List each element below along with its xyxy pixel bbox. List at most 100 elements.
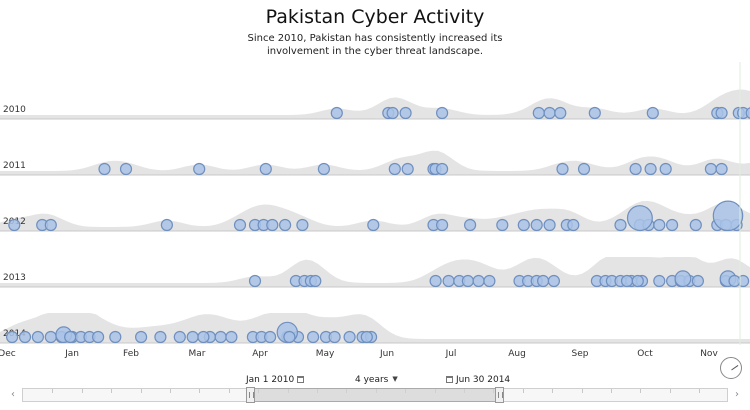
data-point[interactable] (461, 274, 474, 288)
data-point[interactable] (626, 205, 653, 232)
data-point[interactable] (98, 162, 111, 176)
data-point[interactable] (259, 162, 272, 176)
data-point[interactable] (8, 218, 21, 232)
data-point[interactable] (745, 107, 750, 119)
data-point[interactable] (547, 274, 561, 288)
data-point[interactable] (214, 330, 227, 344)
prev-arrow-button[interactable]: ‹ (11, 389, 15, 400)
start-date-picker[interactable]: Jan 1 2010 (246, 375, 305, 385)
data-point[interactable] (119, 162, 133, 176)
data-point[interactable] (386, 106, 399, 120)
data-point[interactable] (472, 274, 485, 288)
end-date-picker[interactable]: Jun 30 2014 (446, 375, 510, 385)
end-date-label: Jun 30 2014 (456, 375, 511, 385)
data-point[interactable] (653, 218, 666, 232)
chart-subtitle: Since 2010, Pakistan has consistently in… (247, 33, 503, 57)
data-point[interactable] (532, 106, 545, 120)
data-point[interactable] (109, 330, 122, 344)
data-point[interactable] (154, 330, 167, 344)
data-point[interactable] (296, 218, 309, 232)
data-point[interactable] (399, 106, 412, 120)
data-point[interactable] (536, 274, 550, 288)
data-point[interactable] (543, 218, 556, 232)
chevron-down-icon: ▼ (392, 375, 398, 383)
data-point[interactable] (689, 218, 702, 232)
data-point[interactable] (186, 330, 199, 344)
data-point[interactable] (715, 106, 728, 120)
data-point[interactable] (631, 274, 644, 288)
data-point[interactable] (307, 330, 320, 344)
data-point[interactable] (309, 274, 322, 288)
data-point[interactable] (436, 162, 449, 176)
data-point[interactable] (18, 330, 32, 344)
data-point[interactable] (135, 330, 148, 344)
data-point[interactable] (233, 218, 247, 232)
data-point[interactable] (496, 218, 509, 232)
timeline-tick (170, 389, 171, 393)
data-point[interactable] (360, 330, 373, 344)
data-point[interactable] (436, 106, 449, 120)
data-point[interactable] (620, 274, 634, 288)
data-point[interactable] (483, 274, 496, 288)
x-tick-label-jan: Jan (64, 349, 79, 359)
data-point[interactable] (283, 330, 296, 344)
data-point[interactable] (91, 330, 105, 344)
data-point[interactable] (442, 274, 455, 288)
data-point[interactable] (317, 162, 330, 176)
timeline-tick (611, 389, 612, 393)
data-point[interactable] (173, 330, 186, 344)
data-point[interactable] (279, 218, 292, 232)
data-point[interactable] (653, 274, 666, 288)
data-point[interactable] (629, 162, 642, 176)
data-point[interactable] (614, 218, 627, 232)
next-arrow-button[interactable]: › (735, 389, 739, 400)
data-point[interactable] (197, 330, 210, 344)
data-point[interactable] (728, 274, 741, 288)
data-point[interactable] (674, 270, 692, 288)
density-ridge-2013 (0, 257, 750, 287)
data-point[interactable] (264, 330, 277, 344)
data-point[interactable] (554, 106, 567, 120)
data-point[interactable] (193, 162, 206, 176)
data-point[interactable] (225, 330, 238, 344)
data-point[interactable] (367, 218, 380, 232)
data-point[interactable] (401, 162, 414, 176)
timeline-start-handle[interactable] (246, 387, 255, 403)
data-point[interactable] (543, 106, 556, 120)
clock-icon[interactable] (720, 357, 742, 379)
data-point[interactable] (388, 162, 401, 176)
timeline-tick (52, 389, 54, 393)
data-point[interactable] (429, 274, 442, 288)
data-point[interactable] (330, 106, 343, 120)
data-point[interactable] (577, 162, 591, 176)
data-point[interactable] (567, 218, 580, 232)
data-point[interactable] (704, 162, 718, 176)
data-point[interactable] (712, 200, 744, 232)
data-point[interactable] (6, 330, 19, 344)
data-point[interactable] (44, 218, 57, 232)
timeline-end-handle[interactable] (495, 387, 504, 403)
data-point[interactable] (464, 218, 477, 232)
data-point[interactable] (248, 274, 262, 288)
data-point[interactable] (266, 218, 279, 232)
timeline-selection[interactable] (250, 388, 500, 402)
data-point[interactable] (44, 330, 57, 344)
data-point[interactable] (31, 330, 45, 344)
duration-dropdown[interactable]: 4 years ▼ (355, 375, 398, 385)
data-point[interactable] (530, 218, 543, 232)
data-point[interactable] (588, 106, 601, 120)
data-point[interactable] (691, 274, 705, 288)
data-point[interactable] (556, 162, 569, 176)
data-point[interactable] (160, 218, 173, 232)
data-point[interactable] (665, 218, 679, 232)
data-point[interactable] (517, 218, 530, 232)
data-point[interactable] (715, 162, 728, 176)
data-point[interactable] (64, 330, 77, 344)
data-point[interactable] (436, 218, 449, 232)
data-point[interactable] (644, 162, 657, 176)
data-point[interactable] (646, 106, 659, 120)
data-point[interactable] (328, 330, 341, 344)
x-tick-label-oct: Oct (637, 349, 653, 359)
data-point[interactable] (343, 330, 356, 344)
data-point[interactable] (659, 162, 672, 176)
